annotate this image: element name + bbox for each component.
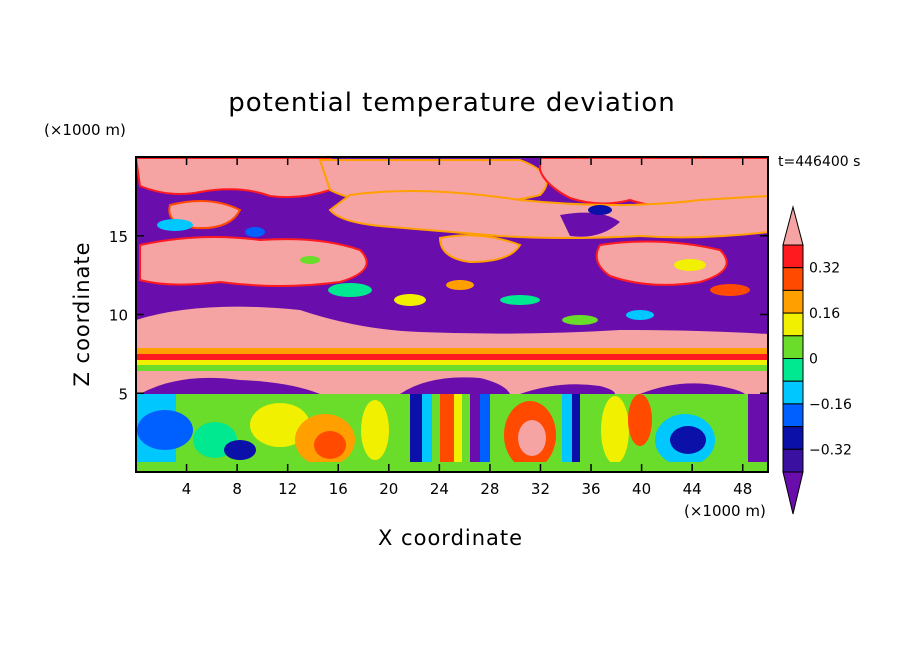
lower-cold-domes — [140, 377, 745, 394]
x-tick-label: 24 — [430, 480, 449, 498]
colorbar-label: 0.16 — [809, 306, 840, 322]
upper-transition-speckles — [157, 205, 750, 325]
colorbar-segment — [782, 358, 804, 382]
y-tick-label: 15 — [109, 228, 128, 246]
colorbar-segment — [782, 403, 804, 428]
chart-title: potential temperature deviation — [228, 88, 676, 118]
y-axis-ticks: 5 10 15 — [109, 228, 768, 403]
x-tick-label: 44 — [683, 480, 702, 498]
colorbar-extend-high — [782, 205, 804, 246]
x-axis-ticks: 4 8 12 16 20 24 28 32 36 40 44 48 — [182, 157, 752, 498]
x-tick-label: 8 — [232, 480, 242, 498]
upper-warm-patches — [136, 157, 768, 287]
colorbar-label: −0.32 — [809, 442, 852, 458]
colorbar-segment — [782, 335, 804, 359]
colorbar-extend-low — [782, 471, 804, 515]
y-tick-label: 5 — [118, 385, 128, 403]
colorbar: 0.32 0.16 0 −0.16 −0.32 — [782, 205, 852, 515]
y-axis-unit: (×1000 m) — [44, 121, 126, 139]
colorbar-label: −0.16 — [809, 397, 852, 413]
x-tick-label: 4 — [182, 480, 192, 498]
y-tick-label: 10 — [109, 307, 128, 325]
x-tick-label: 20 — [379, 480, 398, 498]
colorbar-label: 0.32 — [809, 261, 840, 277]
colorbar-segment — [782, 267, 804, 291]
x-axis-unit: (×1000 m) — [684, 502, 766, 520]
mid-warm-band — [136, 306, 768, 352]
plot-area — [136, 157, 768, 472]
colorbar-segment — [782, 289, 804, 314]
x-tick-label: 32 — [531, 480, 550, 498]
x-axis-label: X coordinate — [378, 526, 524, 550]
colorbar-segment — [782, 426, 804, 450]
lower-convective-layer — [136, 394, 768, 472]
colorbar-label: 0 — [809, 352, 818, 368]
x-tick-label: 16 — [329, 480, 348, 498]
x-tick-label: 40 — [632, 480, 651, 498]
x-tick-label: 48 — [733, 480, 752, 498]
colorbar-segment — [782, 380, 804, 405]
x-tick-label: 36 — [581, 480, 600, 498]
colorbar-segment — [782, 244, 804, 269]
x-tick-label: 28 — [480, 480, 499, 498]
time-annotation: t=446400 s — [778, 154, 861, 170]
colorbar-segment — [782, 312, 804, 337]
x-tick-label: 12 — [278, 480, 297, 498]
colorbar-segment — [782, 448, 804, 473]
